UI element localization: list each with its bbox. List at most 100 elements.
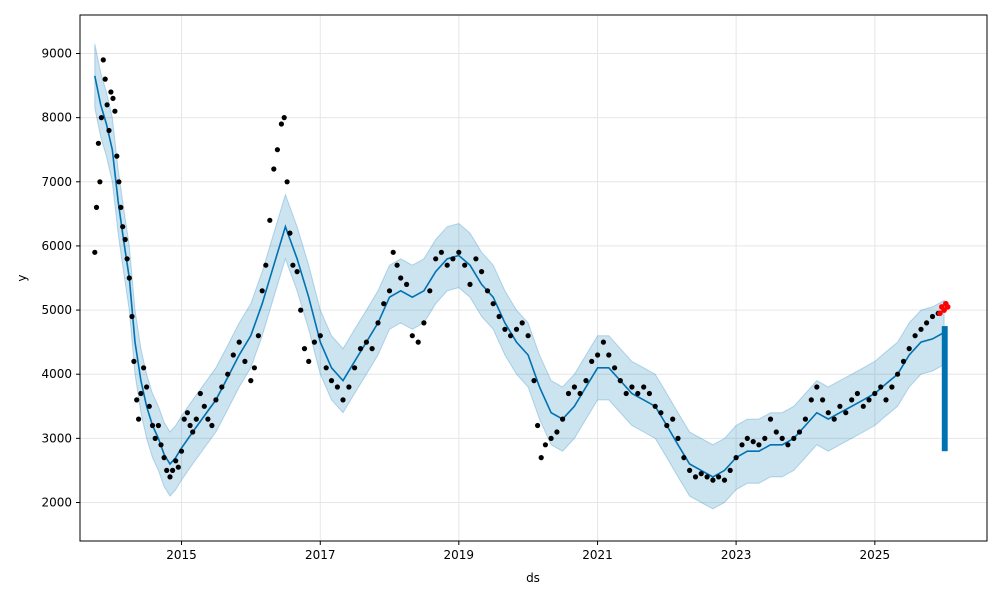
x-tick-label: 2017 xyxy=(305,548,336,562)
observed-point xyxy=(687,467,693,473)
observed-point xyxy=(281,115,287,121)
observed-point xyxy=(386,288,393,294)
observed-point xyxy=(311,339,317,345)
observed-point xyxy=(141,365,147,371)
observed-point xyxy=(462,262,468,268)
observed-point xyxy=(646,390,653,397)
observed-point xyxy=(912,333,918,339)
observed-point xyxy=(577,390,583,397)
observed-point xyxy=(122,236,128,243)
observed-point xyxy=(201,403,207,409)
observed-point xyxy=(230,352,236,358)
observed-point xyxy=(161,455,167,461)
observed-point xyxy=(681,455,687,461)
observed-point xyxy=(721,477,728,483)
observed-point xyxy=(149,422,156,429)
observed-point xyxy=(433,256,439,262)
observed-point xyxy=(225,371,231,377)
observed-point xyxy=(670,416,676,422)
observed-point xyxy=(271,166,277,172)
observed-point xyxy=(290,262,296,268)
observed-point xyxy=(248,378,254,384)
forecast-path xyxy=(94,75,945,478)
observed-point xyxy=(814,384,820,390)
observed-point xyxy=(750,439,756,445)
observed-point xyxy=(456,249,462,255)
observed-point xyxy=(854,390,861,397)
y-tick-label: 2000 xyxy=(41,496,72,510)
observed-point xyxy=(467,281,473,287)
observed-point xyxy=(733,455,739,461)
observed-point xyxy=(209,422,215,429)
observed-point xyxy=(173,458,179,464)
observed-point xyxy=(398,275,404,281)
observed-point xyxy=(409,333,415,339)
observed-point xyxy=(95,140,101,146)
forecast-line xyxy=(94,75,945,478)
observed-point xyxy=(710,477,716,483)
observed-point xyxy=(108,89,114,95)
observed-point xyxy=(727,467,733,473)
observed-point xyxy=(340,397,346,403)
observed-point xyxy=(617,378,623,384)
observed-point xyxy=(255,333,261,339)
observed-point xyxy=(155,422,161,429)
observed-points xyxy=(92,57,941,483)
observed-point xyxy=(664,422,670,429)
observed-point xyxy=(531,378,537,384)
observed-point xyxy=(583,378,589,384)
observed-point xyxy=(831,416,837,422)
x-tick-label: 2023 xyxy=(721,548,752,562)
observed-point xyxy=(298,307,304,313)
y-tick-label: 3000 xyxy=(41,431,72,445)
observed-point xyxy=(334,384,340,390)
observed-point xyxy=(112,108,118,114)
observed-point xyxy=(301,346,308,352)
observed-point xyxy=(274,147,280,153)
observed-point xyxy=(704,474,710,480)
observed-point xyxy=(744,435,750,441)
observed-point xyxy=(906,346,912,352)
y-tick-label: 4000 xyxy=(41,367,72,381)
observed-point xyxy=(346,384,352,390)
observed-point xyxy=(106,127,112,134)
observed-point xyxy=(178,448,185,454)
observed-point xyxy=(328,378,335,384)
observed-point xyxy=(796,429,803,435)
observed-point xyxy=(513,326,520,332)
observed-point xyxy=(692,474,699,480)
observed-point xyxy=(918,326,924,332)
observed-point xyxy=(484,288,491,294)
observed-point xyxy=(612,365,618,371)
observed-point xyxy=(837,403,843,409)
observed-point xyxy=(479,269,485,275)
observed-point xyxy=(110,95,116,101)
observed-point xyxy=(104,102,110,108)
observed-point xyxy=(219,384,225,390)
observed-point xyxy=(820,397,826,403)
observed-point xyxy=(889,384,895,390)
observed-point xyxy=(589,358,595,364)
observed-point xyxy=(560,416,566,422)
observed-point xyxy=(352,365,358,371)
observed-point xyxy=(357,346,364,352)
observed-point xyxy=(538,455,544,461)
observed-point xyxy=(924,320,930,326)
observed-point xyxy=(136,416,142,422)
observed-point xyxy=(242,358,248,364)
recent-point xyxy=(944,304,951,310)
observed-point xyxy=(190,429,196,435)
observed-point xyxy=(390,249,396,255)
observed-point xyxy=(317,333,323,339)
observed-point xyxy=(519,320,525,326)
grid-lines xyxy=(80,15,987,541)
plot-frame xyxy=(79,14,988,542)
observed-point xyxy=(502,326,508,332)
observed-point xyxy=(114,153,120,159)
y-axis-ticks: 2000 3000 4000 5000 6000 7000 8000 9000 xyxy=(41,46,80,510)
observed-point xyxy=(860,403,866,409)
observed-point xyxy=(641,384,647,390)
y-tick-label: 8000 xyxy=(41,111,72,125)
observed-point xyxy=(404,281,410,287)
x-tick-label: 2025 xyxy=(860,548,891,562)
